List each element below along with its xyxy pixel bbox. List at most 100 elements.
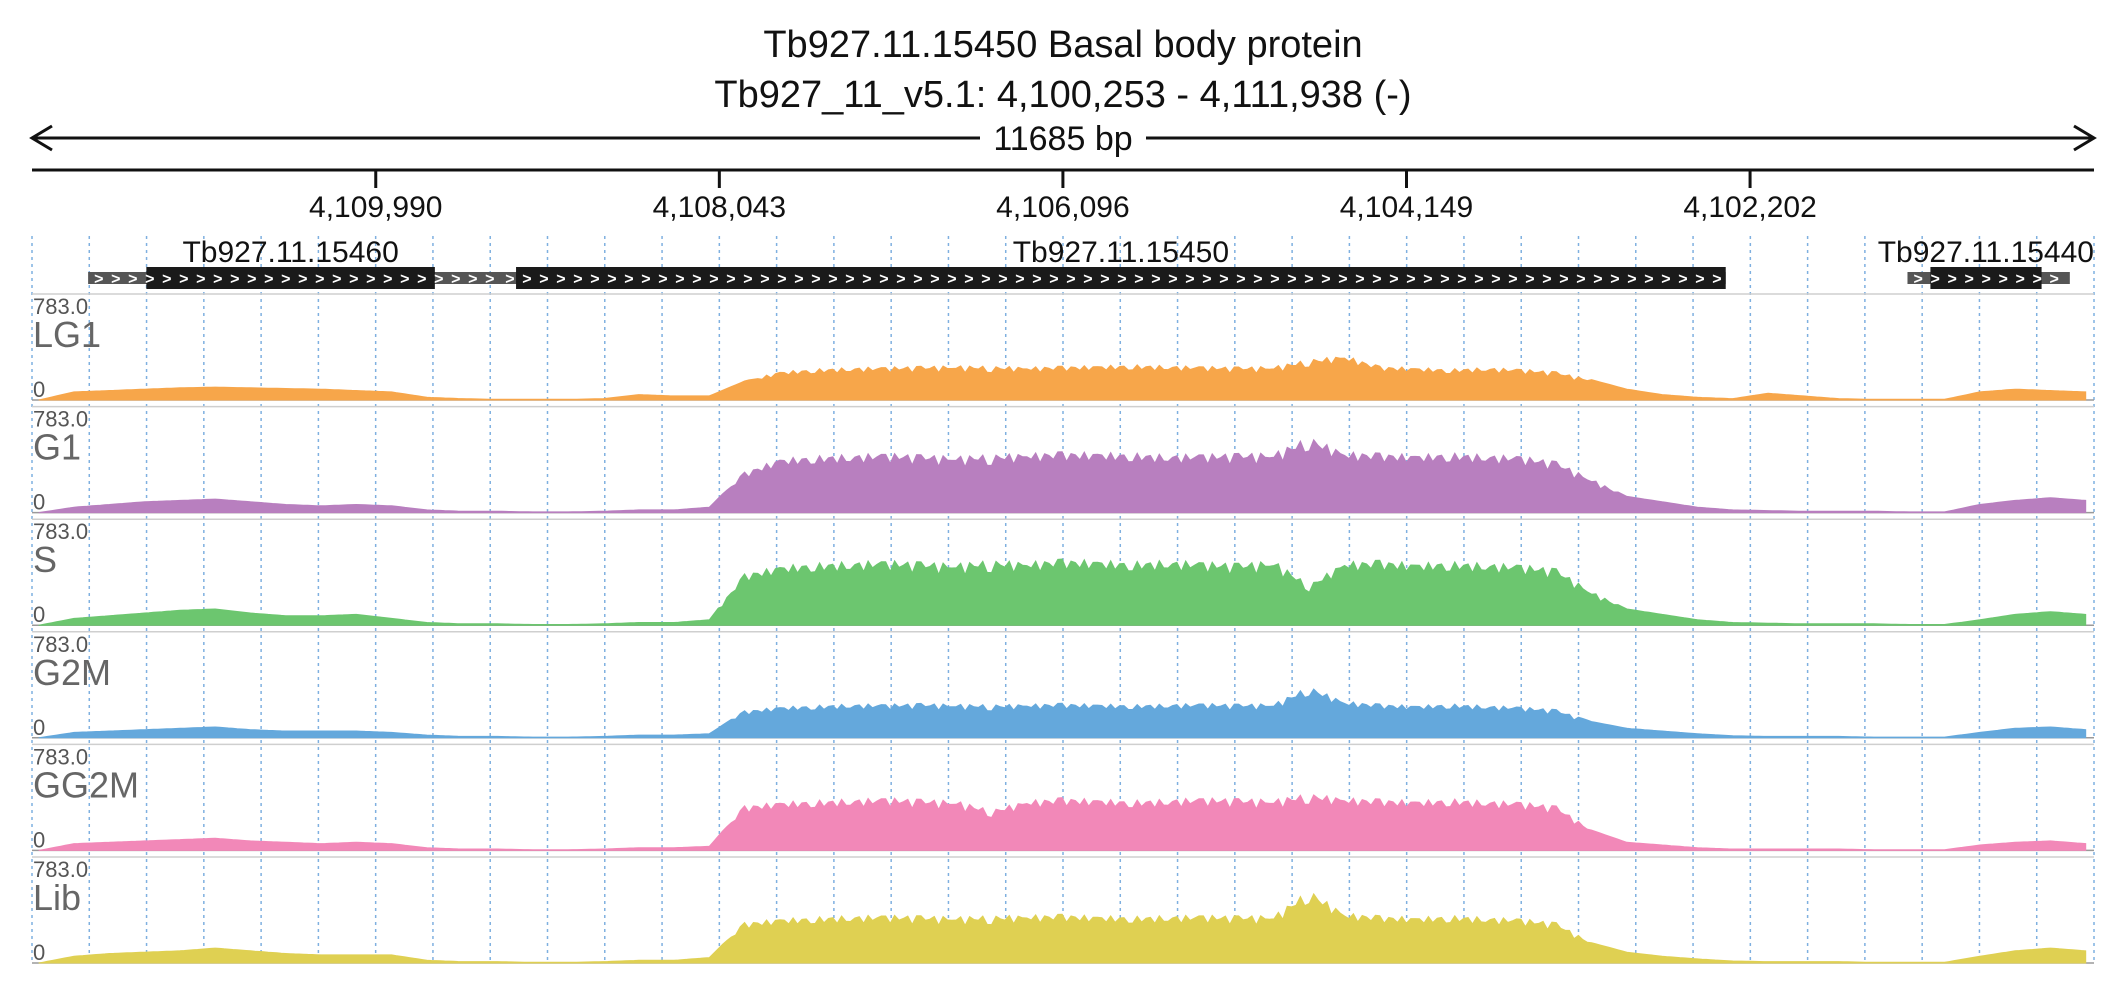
strand-chevron: >: [539, 271, 548, 288]
strand-chevron: >: [760, 271, 769, 288]
strand-chevron: >: [505, 271, 514, 288]
strand-chevron: >: [451, 271, 460, 288]
strand-chevron: >: [1202, 271, 1211, 288]
y-min-label: 0: [33, 602, 45, 627]
track-label: Lib: [33, 877, 81, 918]
strand-chevron: >: [1304, 271, 1313, 288]
y-min-label: 0: [33, 490, 45, 515]
strand-chevron: >: [1913, 271, 1922, 288]
strand-chevron: >: [1321, 271, 1330, 288]
series-area-g2m: [38, 688, 2087, 739]
strand-chevron: >: [1491, 271, 1500, 288]
strand-chevron: >: [964, 271, 973, 288]
coverage-tracks: 783.0LG10783.0G10783.0S0783.0G2M0783.0GG…: [32, 293, 2094, 965]
x-tick-label-0: 4,109,990: [309, 191, 442, 224]
strand-chevron: >: [1930, 271, 1939, 288]
strand-chevron: >: [2049, 271, 2058, 288]
strand-chevron: >: [1372, 271, 1381, 288]
gene-2[interactable]: > > > > > > > > > Tb927.11.15440: [1878, 236, 2094, 289]
strand-chevron: >: [658, 271, 667, 288]
strand-chevron: >: [1440, 271, 1449, 288]
strand-chevron: >: [1117, 271, 1126, 288]
gene-cds-0: [146, 267, 435, 289]
strand-chevron: >: [332, 271, 341, 288]
strand-chevron: >: [743, 271, 752, 288]
track-label: LG1: [33, 314, 101, 355]
gene-cds-2: [1930, 267, 2042, 289]
strand-chevron: >: [417, 271, 426, 288]
track-label: GG2M: [33, 764, 139, 805]
strand-chevron: >: [726, 271, 735, 288]
strand-chevron: >: [845, 271, 854, 288]
strand-chevron: >: [162, 271, 171, 288]
strand-chevron: >: [298, 271, 307, 288]
strand-chevron: >: [1525, 271, 1534, 288]
strand-chevron: >: [1593, 271, 1602, 288]
strand-chevron: >: [811, 271, 820, 288]
strand-chevron: >: [675, 271, 684, 288]
strand-chevron: >: [1542, 271, 1551, 288]
strand-chevron: >: [879, 271, 888, 288]
strand-chevron: >: [1236, 271, 1245, 288]
strand-chevron: >: [111, 271, 120, 288]
strand-chevron: >: [366, 271, 375, 288]
strand-chevron: >: [1627, 271, 1636, 288]
strand-chevron: >: [709, 271, 718, 288]
strand-chevron: >: [1032, 271, 1041, 288]
strand-chevron: >: [1083, 271, 1092, 288]
strand-chevron: >: [1644, 271, 1653, 288]
strand-chevron: >: [1712, 271, 1721, 288]
strand-chevron: >: [641, 271, 650, 288]
strand-chevron: >: [1100, 271, 1109, 288]
y-min-label: 0: [33, 377, 45, 402]
strand-chevron: >: [485, 271, 494, 288]
strand-chevron: >: [264, 271, 273, 288]
strand-chevron: >: [1947, 271, 1956, 288]
strand-chevron: >: [400, 271, 409, 288]
x-ticks: 4,109,990 4,108,043 4,106,096 4,104,149 4,10…: [309, 170, 1817, 224]
strand-chevron: >: [1508, 271, 1517, 288]
gene-1[interactable]: > > > > > > > > > > > > > > > > > > > > > > > > > > > > > > > > > > > > > > > >…: [499, 236, 1726, 289]
strand-chevron: >: [1287, 271, 1296, 288]
chart-title: Tb927.11.15450 Basal body protein: [763, 24, 1362, 66]
strand-chevron: >: [1355, 271, 1364, 288]
gene-0[interactable]: > > > > > > > > > > > > > > > > > > > > > > > >Tb927.11.15460: [88, 236, 502, 289]
strand-chevron: >: [1015, 271, 1024, 288]
span-arrow-right-head: [2073, 124, 2097, 152]
x-tick-label-2: 4,106,096: [996, 191, 1129, 224]
y-max-label: 783.0: [33, 407, 88, 432]
track-g1: 783.0G1 0: [32, 405, 2094, 515]
track-label: G1: [33, 427, 81, 468]
strand-chevron: >: [556, 271, 565, 288]
series-area-lg1: [38, 356, 2087, 401]
strand-chevron: >: [145, 271, 154, 288]
span-label: 11685 bp: [993, 120, 1132, 158]
strand-chevron: >: [1964, 271, 1973, 288]
strand-chevron: >: [1559, 271, 1568, 288]
strand-chevron: >: [383, 271, 392, 288]
strand-chevron: >: [1270, 271, 1279, 288]
strand-chevron: >: [1338, 271, 1347, 288]
gene-cds-1: [516, 267, 1726, 289]
strand-chevron: >: [998, 271, 1007, 288]
strand-chevron: >: [862, 271, 871, 288]
series-area-g1: [38, 438, 2087, 514]
strand-chevron: >: [1253, 271, 1262, 288]
span-arrow-left-head: [29, 124, 53, 152]
strand-chevron: >: [1389, 271, 1398, 288]
strand-chevron: >: [1695, 271, 1704, 288]
strand-chevron: >: [522, 271, 531, 288]
strand-chevron: >: [981, 271, 990, 288]
strand-chevron: >: [1151, 271, 1160, 288]
strand-chevron: >: [1168, 271, 1177, 288]
strand-chevron: >: [947, 271, 956, 288]
strand-chevron: >: [230, 271, 239, 288]
strand-chevron: >: [1457, 271, 1466, 288]
strand-chevron: >: [777, 271, 786, 288]
strand-chevron: >: [1678, 271, 1687, 288]
